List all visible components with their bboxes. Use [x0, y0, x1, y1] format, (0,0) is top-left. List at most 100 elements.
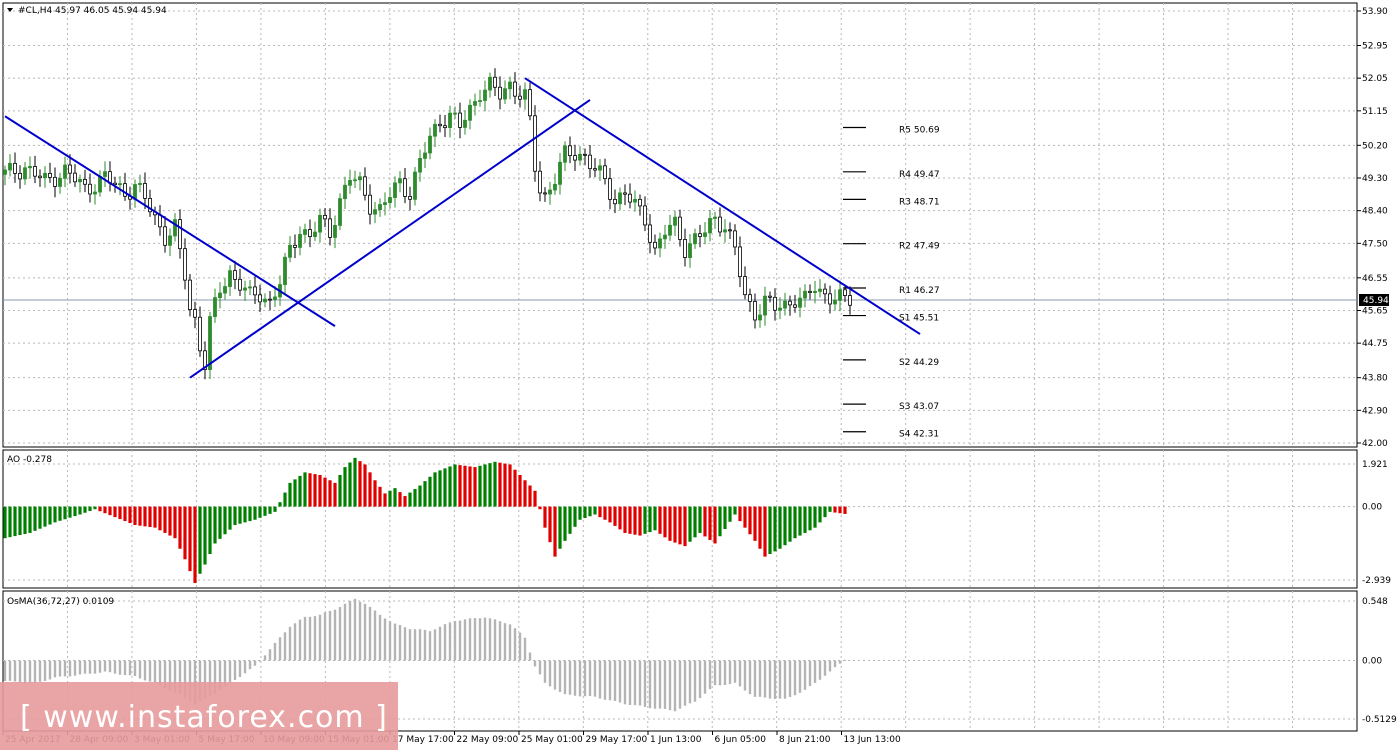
ao-bar	[488, 463, 492, 507]
candle-body	[103, 171, 107, 177]
ao-bar	[518, 474, 522, 507]
ao-bar	[778, 506, 782, 549]
pivot-label: S2 44.29	[899, 358, 939, 368]
candle-body	[678, 216, 682, 240]
x-tick-label: 29 May 17:00	[586, 735, 648, 745]
y-tick-label: 52.05	[1362, 74, 1388, 84]
candle-body	[433, 123, 437, 137]
ao-bar	[253, 506, 257, 520]
osma-bar	[23, 660, 27, 684]
candle-body	[88, 183, 92, 195]
osma-bar	[83, 660, 87, 674]
candle-body	[203, 350, 207, 370]
osma-bar	[188, 660, 192, 702]
ao-bar	[298, 475, 302, 507]
ao-bar	[393, 488, 397, 507]
osma-bar	[793, 660, 797, 696]
ao-bar	[563, 506, 567, 541]
ao-bar	[163, 506, 167, 533]
ao-layer	[3, 457, 847, 583]
osma-bar	[758, 660, 762, 697]
candle-body	[263, 298, 267, 303]
candle-body	[638, 198, 642, 207]
osma-bar	[553, 660, 557, 690]
candle-body	[598, 165, 602, 171]
candle-body	[43, 172, 47, 179]
osma-bar	[378, 614, 382, 661]
candle-body	[393, 182, 397, 198]
candle-body	[58, 177, 62, 187]
osma-bar	[718, 660, 722, 686]
ao-bar	[723, 506, 727, 529]
osma-bar	[818, 660, 822, 680]
ao-bar	[613, 506, 617, 526]
osma-bar	[218, 660, 222, 691]
ao-bar	[808, 506, 812, 531]
osma-bar	[648, 660, 652, 709]
osma-bar	[498, 621, 502, 661]
ao-bar	[308, 473, 312, 507]
osma-bar	[428, 631, 432, 661]
osma-bar	[128, 660, 132, 676]
ao-bar	[598, 506, 602, 518]
osma-layer	[3, 598, 847, 712]
ao-bar	[748, 506, 752, 535]
candle-body	[528, 89, 532, 117]
osma-bar	[728, 660, 732, 684]
candle-body	[443, 125, 447, 129]
osma-bar	[38, 660, 42, 682]
candle-body	[298, 234, 302, 248]
ao-bar	[718, 506, 722, 537]
ao-bar	[368, 472, 372, 507]
candle-body	[148, 198, 152, 213]
candle-body	[123, 183, 127, 197]
osma-bar	[788, 660, 792, 697]
candle-body	[763, 295, 767, 316]
candle-body	[578, 153, 582, 161]
candle-body	[438, 123, 442, 127]
ao-bar	[558, 506, 562, 549]
osma-bar	[158, 660, 162, 686]
osma-bar	[613, 660, 617, 701]
candle-body	[748, 294, 752, 302]
pivot-label: R3 48.71	[899, 197, 940, 207]
ao-bar	[818, 506, 822, 523]
ao-bar	[653, 506, 657, 531]
osma-bar	[843, 659, 847, 661]
candle-body	[468, 104, 472, 121]
y-tick-label: 42.90	[1362, 406, 1388, 416]
osma-bar	[568, 660, 572, 695]
osma-bar	[518, 632, 522, 661]
osma-bar	[183, 660, 187, 698]
ao-bar	[553, 506, 557, 557]
osma-bar	[633, 660, 637, 706]
candle-body	[193, 309, 197, 318]
candle-body	[213, 297, 217, 317]
osma-bar	[808, 660, 812, 686]
candle-body	[338, 198, 342, 226]
osma-bar	[608, 660, 612, 701]
candle-body	[318, 215, 322, 233]
osma-bar	[88, 660, 92, 674]
ao-bar	[728, 506, 732, 522]
candle-body	[653, 241, 657, 249]
candle-body	[783, 300, 787, 309]
dropdown-triangle-icon[interactable]	[7, 8, 13, 12]
ao-bar	[378, 486, 382, 507]
ao-bar	[108, 506, 112, 516]
osma-bar	[823, 660, 827, 676]
ao-bar	[348, 462, 352, 507]
osma-bar	[423, 629, 427, 661]
ao-bar	[838, 506, 842, 514]
osma-bar	[333, 609, 337, 661]
ao-bar	[128, 506, 132, 524]
osma-bar	[813, 660, 817, 683]
osma-bar	[113, 660, 117, 674]
ao-bar	[48, 506, 52, 525]
ao-bar	[173, 506, 177, 539]
candle-body	[23, 167, 27, 180]
ao-bar	[658, 506, 662, 534]
osma-bar	[248, 660, 252, 670]
candle-body	[218, 292, 222, 298]
